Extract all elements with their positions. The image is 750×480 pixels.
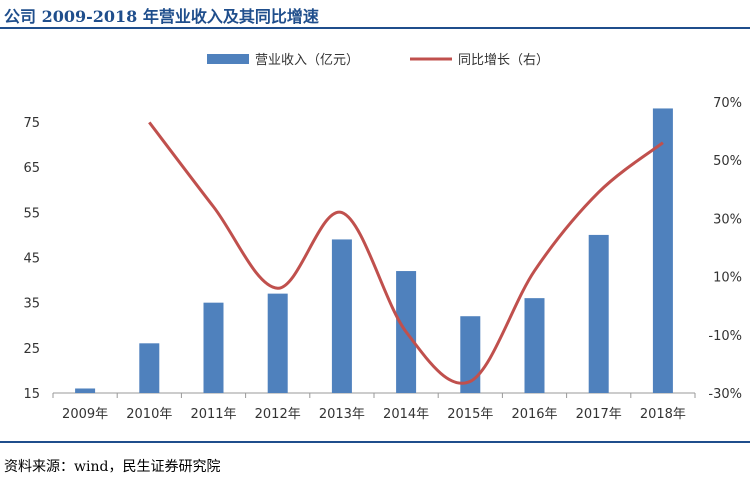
x-tick-label: 2010年 (126, 407, 172, 422)
left-tick-label: 35 (23, 297, 40, 312)
legend: 营业收入（亿元） 同比增长（右） (207, 53, 549, 68)
revenue-bar (588, 234, 609, 393)
x-tick-label: 2009年 (62, 407, 108, 422)
left-tick-label: 25 (23, 342, 40, 357)
right-tick-label: 50% (713, 154, 742, 169)
revenue-bar (267, 293, 288, 393)
right-tick-label: 70% (713, 96, 742, 111)
title-divider (0, 27, 750, 29)
x-tick-label: 2015年 (447, 407, 493, 422)
legend-bar-swatch (207, 54, 249, 64)
revenue-bar (331, 239, 352, 393)
revenue-bar (652, 108, 673, 393)
legend-line-label: 同比增长（右） (458, 53, 549, 68)
bar-series (75, 108, 673, 393)
revenue-bar (460, 316, 481, 393)
source-note: 资料来源：wind，民生证券研究院 (4, 459, 221, 475)
x-axis-ticks: 2009年 2010年 2011年 2012年 2013年 2014年 2015年 2016年… (52, 393, 696, 422)
revenue-bar (75, 388, 96, 393)
revenue-bar (524, 298, 545, 393)
revenue-bar (139, 343, 160, 393)
legend-bar-label: 营业收入（亿元） (255, 53, 359, 68)
x-tick-label: 2012年 (255, 407, 301, 422)
left-tick-label: 65 (23, 161, 40, 176)
x-tick-label: 2016年 (511, 407, 557, 422)
left-tick-label: 15 (23, 387, 40, 402)
x-tick-label: 2013年 (319, 407, 365, 422)
right-tick-label: 30% (713, 212, 742, 227)
footer-divider (0, 441, 750, 443)
right-tick-label: 10% (713, 271, 742, 286)
right-tick-label: -10% (708, 329, 742, 344)
left-tick-label: 45 (23, 252, 40, 267)
left-tick-label: 75 (23, 116, 40, 131)
left-axis-ticks: 15 25 35 45 55 65 75 (23, 116, 40, 402)
x-tick-label: 2017年 (576, 407, 622, 422)
x-tick-label: 2018年 (640, 407, 686, 422)
revenue-bar (203, 302, 224, 393)
chart-title: 公司 2009-2018 年营业收入及其同比增速 (4, 7, 319, 26)
left-tick-label: 55 (23, 206, 40, 221)
chart-area: 营业收入（亿元） 同比增长（右） 15 25 35 45 55 65 75 -30% -10%… (23, 53, 742, 422)
x-tick-label: 2011年 (190, 407, 236, 422)
right-axis-ticks: -30% -10% 10% 30% 50% 70% (708, 96, 742, 402)
growth-line (148, 121, 664, 385)
x-tick-label: 2014年 (383, 407, 429, 422)
right-tick-label: -30% (708, 387, 742, 402)
